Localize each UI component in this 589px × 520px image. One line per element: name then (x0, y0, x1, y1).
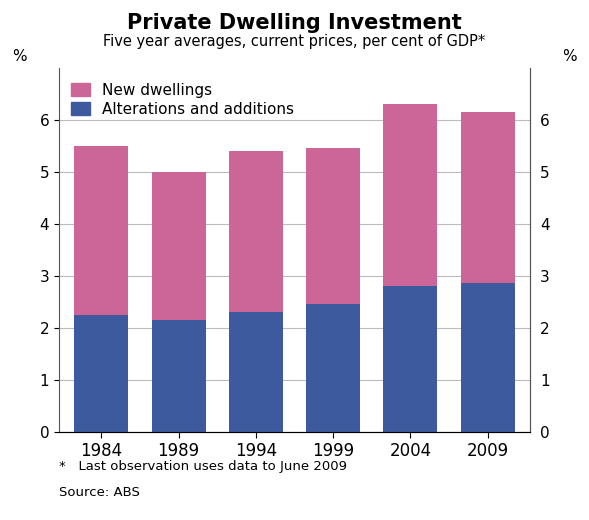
Bar (306, 148, 360, 304)
Text: %: % (12, 49, 27, 64)
Bar (229, 312, 283, 432)
Bar (151, 320, 206, 432)
Bar (383, 286, 438, 432)
Bar (461, 112, 515, 283)
Bar (306, 304, 360, 432)
Text: Source: ABS: Source: ABS (59, 486, 140, 499)
Text: %: % (562, 49, 577, 64)
Text: *   Last observation uses data to June 2009: * Last observation uses data to June 200… (59, 460, 347, 473)
Legend: New dwellings, Alterations and additions: New dwellings, Alterations and additions (71, 83, 294, 117)
Text: Private Dwelling Investment: Private Dwelling Investment (127, 13, 462, 33)
Bar (461, 283, 515, 432)
Bar (383, 104, 438, 286)
Bar (151, 172, 206, 320)
Text: Five year averages, current prices, per cent of GDP*: Five year averages, current prices, per … (104, 34, 485, 49)
Bar (229, 151, 283, 312)
Bar (74, 146, 128, 315)
Bar (74, 315, 128, 432)
